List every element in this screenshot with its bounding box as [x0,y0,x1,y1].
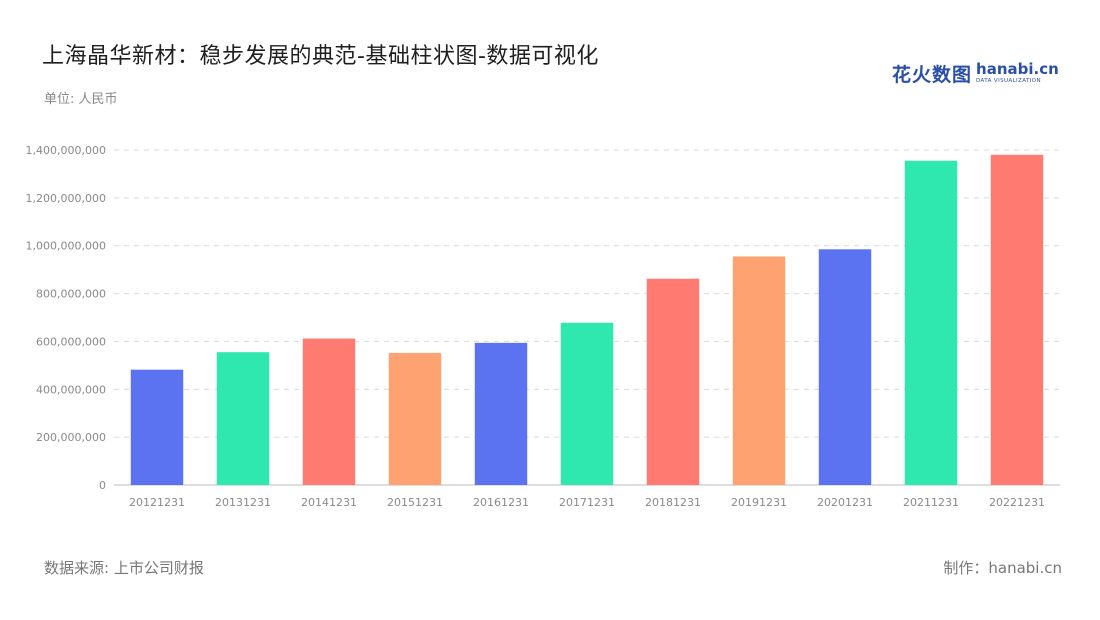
y-tick-label: 1,400,000,000 [26,144,106,157]
brand-logo: 花火数图 hanabi.cn DATA VISUALIZATION [892,58,1059,88]
unit-label: 单位: 人民币 [44,92,118,107]
bar [904,160,958,485]
credit-label: 制作：hanabi.cn [943,559,1062,577]
bar [560,322,614,485]
x-tick-label: 20181231 [645,496,701,509]
bar [388,352,442,485]
x-tick-label: 20141231 [301,496,357,509]
bar [646,278,700,485]
logo-en-block: hanabi.cn DATA VISUALIZATION [976,59,1059,85]
bar [216,352,270,485]
chart-title: 上海晶华新材：稳步发展的典范-基础柱状图-数据可视化 [42,44,599,69]
x-tick-label: 20131231 [215,496,271,509]
x-tick-label: 20161231 [473,496,529,509]
bar [130,369,184,485]
y-tick-label: 0 [99,479,106,492]
logo-cn-text: 花火数图 [892,63,973,86]
y-tick-label: 1,200,000,000 [26,192,106,205]
bar [474,342,528,485]
bar [302,338,356,485]
bar [818,249,872,485]
y-tick-label: 200,000,000 [36,431,106,444]
y-tick-label: 1,000,000,000 [26,240,106,253]
x-tick-label: 20121231 [129,496,185,509]
y-tick-label: 800,000,000 [36,288,106,301]
y-tick-label: 600,000,000 [36,335,106,348]
bar [990,154,1044,486]
x-tick-label: 20171231 [559,496,615,509]
logo-en-text: hanabi.cn [976,59,1059,78]
x-tick-label: 20201231 [817,496,873,509]
data-source: 数据来源: 上市公司财报 [44,559,204,577]
x-tick-label: 20191231 [731,496,787,509]
x-tick-label: 20221231 [989,496,1045,509]
x-tick-label: 20151231 [387,496,443,509]
y-tick-label: 400,000,000 [36,383,106,396]
x-tick-label: 20211231 [903,496,959,509]
bar [732,256,786,485]
logo-sub-text: DATA VISUALIZATION [976,77,1042,84]
